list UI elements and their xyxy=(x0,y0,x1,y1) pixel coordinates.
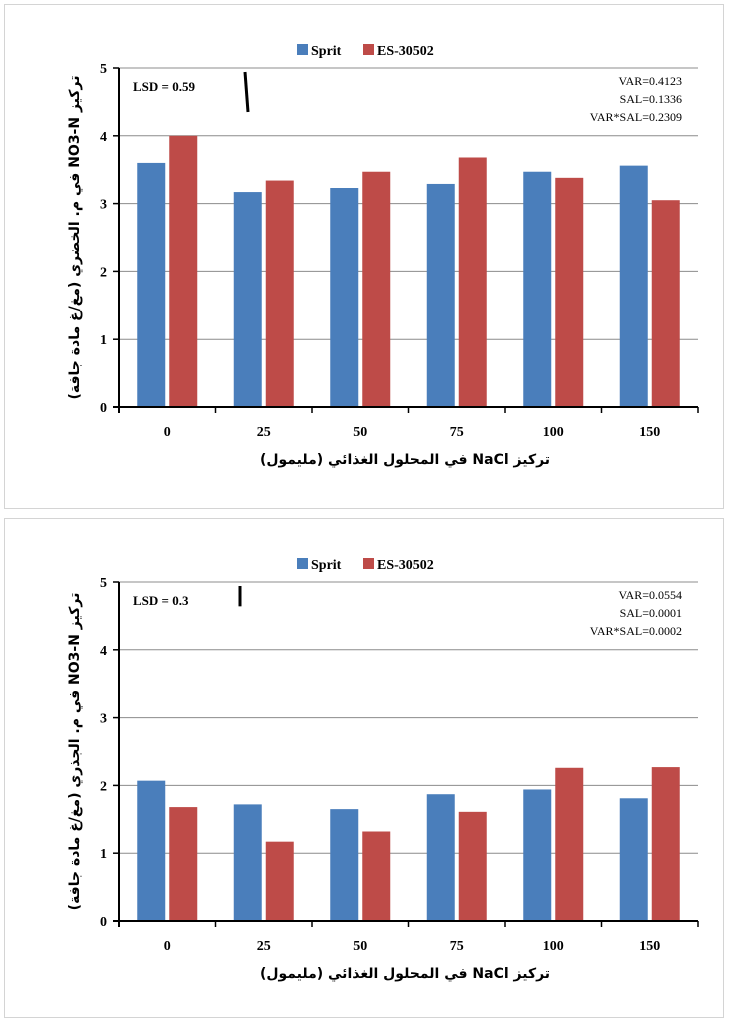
legend-swatch-1 xyxy=(363,44,374,55)
y-tick-label: 1 xyxy=(100,333,107,348)
y-tick-label: 4 xyxy=(100,130,107,145)
x-tick-label: 0 xyxy=(164,939,171,954)
y-axis-title: تركيز NO3-N في م. الجذري (مغ/غ مادة جافة… xyxy=(67,593,84,911)
x-tick-label: 75 xyxy=(450,425,464,440)
lsd-label: LSD = 0.3 xyxy=(133,593,189,608)
stat-label: SAL=0.1336 xyxy=(620,92,682,106)
bar-es-30502-75 xyxy=(458,157,487,407)
y-tick-label: 3 xyxy=(100,712,107,727)
legend-swatch-0 xyxy=(297,44,308,55)
legend-swatch-1 xyxy=(363,558,374,569)
lsd-label: LSD = 0.59 xyxy=(133,79,195,94)
bar-sprit-50 xyxy=(330,188,359,407)
bar-es-30502-0 xyxy=(169,135,198,408)
legend-label-1: ES-30502 xyxy=(377,558,434,573)
bar-es-30502-25 xyxy=(265,841,294,921)
bar-es-30502-150 xyxy=(651,767,680,921)
bar-sprit-25 xyxy=(233,804,262,921)
legend-label-0: Sprit xyxy=(311,44,342,59)
x-tick-label: 50 xyxy=(353,425,367,440)
x-tick-label: 150 xyxy=(639,425,660,440)
x-tick-label: 0 xyxy=(164,425,171,440)
bar-es-30502-100 xyxy=(555,767,584,921)
stat-label: VAR*SAL=0.0002 xyxy=(590,624,682,638)
x-tick-label: 150 xyxy=(639,939,660,954)
chart-panel-shoot: 0 1 2 3 4 5 0 25 50 75 100 150 Sprit ES-30502 LSD = 0.… xyxy=(4,4,724,509)
bar-es-30502-150 xyxy=(651,200,680,407)
chart-panel-root: 0 1 2 3 4 5 0 25 50 75 100 150 Sprit ES-30502 LSD = 0.… xyxy=(4,518,724,1018)
x-axis-title: تركيز NaCl في المحلول الغذائي (مليمول) xyxy=(260,452,550,468)
bar-sprit-100 xyxy=(523,789,552,921)
y-tick-label: 2 xyxy=(100,779,107,794)
legend-swatch-0 xyxy=(297,558,308,569)
stat-label: VAR=0.0554 xyxy=(618,588,682,602)
y-tick-label: 3 xyxy=(100,198,107,213)
bar-sprit-50 xyxy=(330,809,359,921)
stat-label: SAL=0.0001 xyxy=(620,606,682,620)
bar-es-30502-100 xyxy=(555,177,584,407)
bar-sprit-150 xyxy=(619,165,648,407)
x-tick-label: 25 xyxy=(257,939,271,954)
bar-es-30502-0 xyxy=(169,807,198,921)
bar-sprit-0 xyxy=(137,162,166,407)
bar-es-30502-25 xyxy=(265,180,294,407)
y-tick-label: 2 xyxy=(100,265,107,280)
bar-sprit-75 xyxy=(426,183,455,407)
y-tick-label: 0 xyxy=(100,915,107,930)
x-tick-label: 100 xyxy=(543,939,564,954)
legend-label-0: Sprit xyxy=(311,558,342,573)
x-tick-label: 50 xyxy=(353,939,367,954)
y-tick-label: 5 xyxy=(100,576,107,591)
bar-es-30502-50 xyxy=(362,831,391,921)
bar-sprit-0 xyxy=(137,780,166,921)
lsd-error-bar xyxy=(243,71,250,113)
bar-es-30502-75 xyxy=(458,811,487,921)
bar-es-30502-50 xyxy=(362,171,391,407)
x-axis-title: تركيز NaCl في المحلول الغذائي (مليمول) xyxy=(260,966,550,982)
bar-sprit-100 xyxy=(523,171,552,407)
x-tick-label: 100 xyxy=(543,425,564,440)
bar-sprit-75 xyxy=(426,794,455,921)
x-tick-label: 25 xyxy=(257,425,271,440)
bar-sprit-150 xyxy=(619,798,648,921)
legend-label-1: ES-30502 xyxy=(377,44,434,59)
stat-label: VAR=0.4123 xyxy=(618,74,682,88)
bar-sprit-25 xyxy=(233,192,262,407)
y-tick-label: 0 xyxy=(100,401,107,416)
y-tick-label: 4 xyxy=(100,644,107,659)
y-tick-label: 5 xyxy=(100,62,107,77)
y-axis-title: تركيز NO3-N في م. الخضري (مغ/غ مادة جافة… xyxy=(67,75,84,399)
y-tick-label: 1 xyxy=(100,847,107,862)
stat-label: VAR*SAL=0.2309 xyxy=(590,110,682,124)
x-tick-label: 75 xyxy=(450,939,464,954)
